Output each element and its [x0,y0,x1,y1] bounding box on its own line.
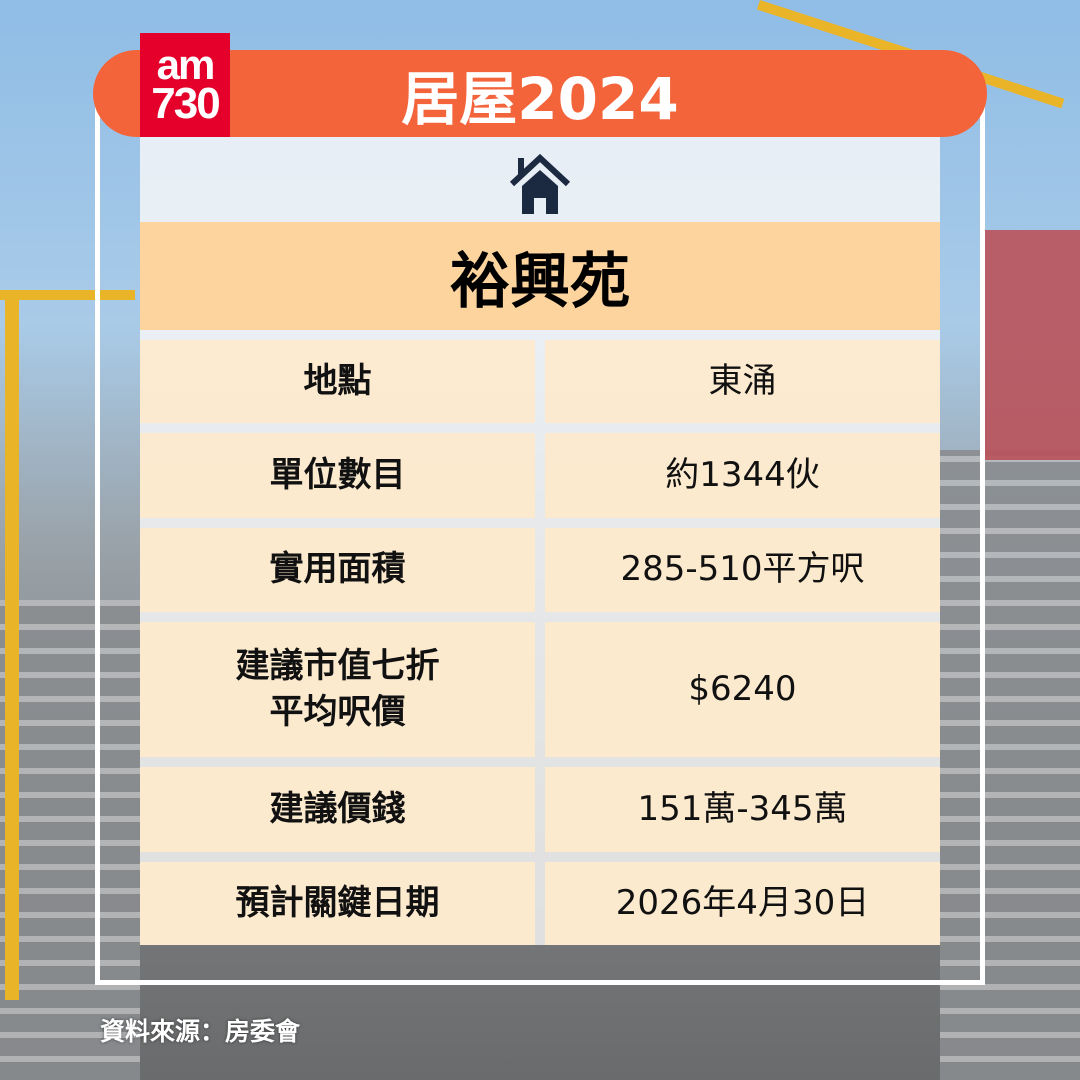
logo-text-top: am [156,41,216,89]
background-crane [5,300,19,1000]
source-note: 資料來源：房委會 [100,1017,301,1046]
header-title: 居屋2024 [401,64,679,133]
house-icon [509,153,571,214]
logo-text-bottom: 730 [151,79,220,129]
background-building [0,600,140,1080]
row-label: 預計關鍵日期 [140,862,535,945]
row-label: 單位數目 [140,433,535,518]
row-label: 實用面積 [140,528,535,612]
background-crane [0,290,135,300]
row-label: 建議價錢 [140,767,535,852]
row-label: 建議市值七折 平均呎價 [140,622,535,757]
am730-logo: am 730 [140,33,230,137]
row-value: 285-510平方呎 [545,528,940,612]
row-label: 地點 [140,340,535,423]
row-value: 151萬-345萬 [545,767,940,852]
row-value: $6240 [545,622,940,757]
estate-name: 裕興苑 [140,222,940,330]
background-building [940,450,1080,1080]
row-value: 約1344伙 [545,433,940,518]
row-value: 2026年4月30日 [545,862,940,945]
header-banner: 居屋2024 [93,50,987,137]
row-value: 東涌 [545,340,940,423]
background-building [985,230,1080,460]
